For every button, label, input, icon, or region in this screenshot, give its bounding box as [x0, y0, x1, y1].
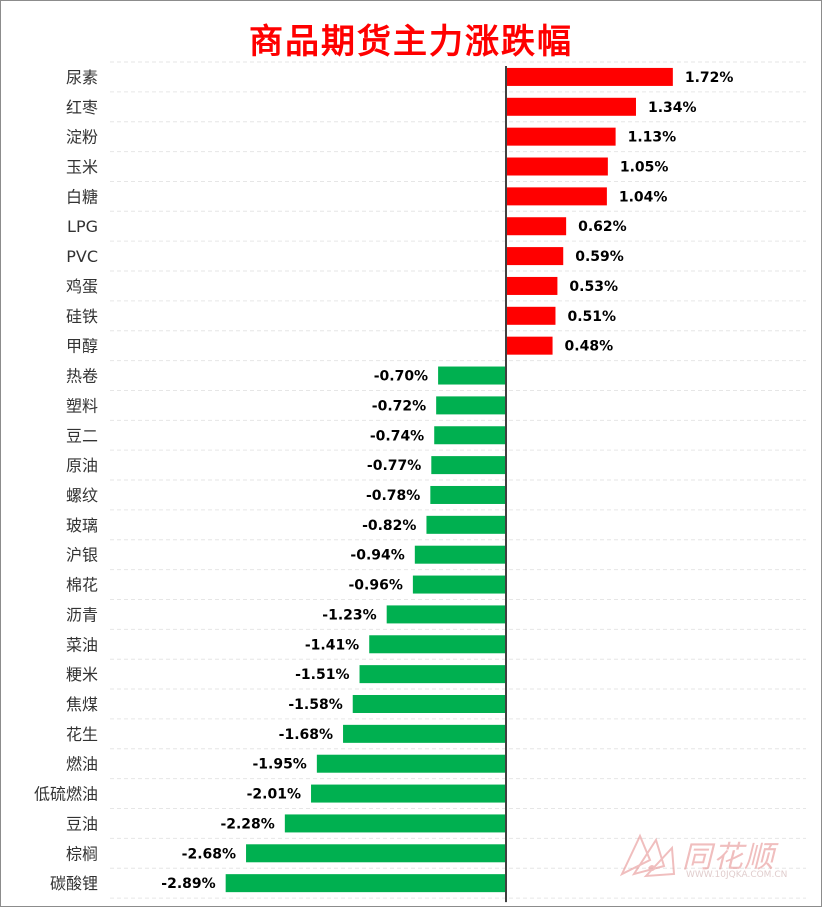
bar	[506, 217, 567, 236]
bar	[506, 336, 553, 355]
bar	[506, 157, 608, 176]
data-label: 0.53%	[569, 279, 618, 295]
category-label: 白糖	[66, 187, 98, 206]
bar	[316, 754, 506, 773]
category-label: 玻璃	[66, 516, 98, 535]
category-label: 红枣	[66, 98, 98, 117]
category-label: 淀粉	[66, 128, 98, 147]
data-label: 1.13%	[628, 130, 677, 146]
category-label: 尿素	[66, 68, 98, 87]
data-label: 0.59%	[575, 249, 624, 265]
data-label: -0.82%	[362, 518, 416, 534]
data-label: -0.74%	[370, 428, 424, 444]
data-label: -0.72%	[372, 398, 426, 414]
bar	[352, 694, 506, 713]
data-label: 0.48%	[565, 339, 614, 355]
data-label: -1.23%	[322, 607, 376, 623]
bar	[506, 97, 636, 116]
bar	[414, 545, 506, 564]
bar	[431, 456, 506, 475]
bar	[284, 814, 506, 833]
category-label: 燃油	[66, 755, 98, 774]
bar	[386, 605, 506, 624]
data-label: 1.72%	[685, 70, 734, 86]
category-label: 焦煤	[66, 695, 98, 714]
bar	[246, 844, 507, 863]
chart-title: 商品期货主力涨跌幅	[249, 22, 573, 62]
bar	[506, 276, 558, 295]
bar	[412, 575, 506, 594]
watermark: 同花顺 WWW.10JQKA.COM.CN	[612, 826, 802, 886]
category-label: 热卷	[66, 367, 98, 386]
category-label: 豆油	[66, 814, 98, 833]
data-label: -0.96%	[348, 578, 402, 594]
data-label: -2.01%	[247, 787, 301, 803]
data-label: 0.51%	[567, 309, 616, 325]
category-label: 塑料	[66, 396, 98, 415]
data-label: -0.78%	[366, 488, 420, 504]
bar	[436, 396, 506, 415]
bar	[434, 426, 506, 445]
category-label: 沥青	[66, 605, 98, 624]
data-label: -0.70%	[374, 369, 428, 385]
data-label: -2.68%	[182, 846, 236, 862]
data-label: -0.77%	[367, 458, 421, 474]
category-label: 鸡蛋	[66, 277, 98, 296]
bar	[369, 635, 506, 654]
category-label: 菜油	[66, 635, 98, 654]
watermark-name: 同花顺	[682, 840, 775, 875]
data-label: 1.34%	[648, 100, 697, 116]
data-label: -1.68%	[279, 727, 333, 743]
category-label: 低硫燃油	[34, 785, 98, 804]
category-label: 玉米	[66, 158, 98, 177]
bar	[506, 187, 607, 206]
bar	[506, 67, 673, 86]
data-label: -2.28%	[220, 816, 274, 832]
category-label: 碳酸锂	[50, 874, 98, 893]
category-label: 甲醇	[66, 337, 98, 356]
category-label: LPG	[67, 217, 98, 236]
bar	[225, 874, 507, 893]
data-label: 1.04%	[619, 189, 668, 205]
logo-icon	[619, 833, 676, 878]
category-label: 原油	[66, 456, 98, 475]
data-label: -2.89%	[161, 876, 215, 892]
bar	[506, 127, 616, 146]
bar	[506, 306, 556, 325]
data-label: -1.51%	[295, 667, 349, 683]
bar	[506, 247, 564, 266]
bar	[438, 366, 506, 385]
data-label: -1.41%	[305, 637, 359, 653]
bar	[426, 515, 506, 534]
data-label: 0.62%	[578, 219, 627, 235]
category-label: 豆二	[66, 426, 98, 445]
category-label: 硅铁	[66, 307, 98, 326]
bar	[343, 724, 506, 743]
category-label: 棕榈	[66, 844, 98, 863]
category-label: PVC	[66, 247, 98, 266]
category-label: 粳米	[66, 665, 98, 684]
bar	[311, 784, 506, 803]
watermark-site: WWW.10JQKA.COM.CN	[686, 870, 788, 880]
category-label: 花生	[66, 725, 98, 744]
category-label: 棉花	[66, 576, 98, 595]
data-label: 1.05%	[620, 160, 669, 176]
bar	[359, 665, 506, 684]
bar	[430, 485, 506, 504]
data-label: -1.58%	[288, 697, 342, 713]
data-label: -0.94%	[350, 548, 404, 564]
category-label: 沪银	[66, 546, 98, 565]
category-label: 螺纹	[66, 486, 98, 505]
data-label: -1.95%	[252, 757, 306, 773]
